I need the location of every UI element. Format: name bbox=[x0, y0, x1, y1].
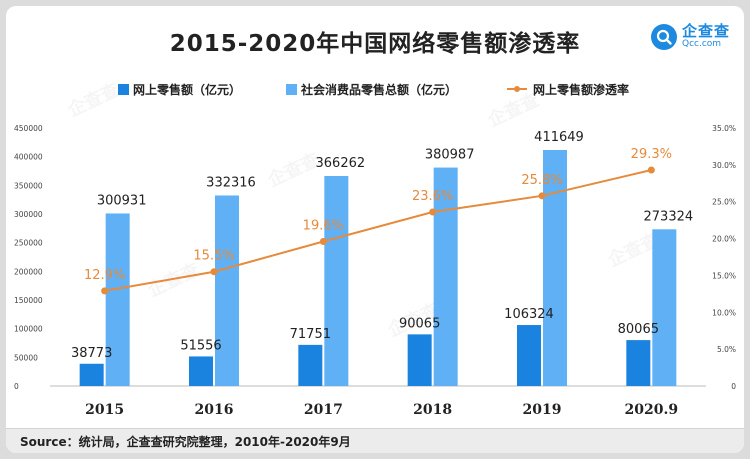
data-label-total-retail: 366262 bbox=[316, 156, 366, 171]
chart-title: 2015-2020年中国网络零售额渗透率 bbox=[169, 31, 581, 57]
x-tick-label: 2020.9 bbox=[625, 402, 679, 418]
bar-online-sales bbox=[79, 363, 104, 386]
y-right-tick-label: 30.0% bbox=[712, 161, 736, 170]
data-label-total-retail: 332316 bbox=[206, 175, 256, 190]
x-tick-label: 2015 bbox=[85, 402, 124, 418]
bar-total-retail bbox=[433, 167, 458, 386]
data-label-rate: 29.3% bbox=[631, 147, 672, 162]
data-label-rate: 23.6% bbox=[412, 189, 453, 204]
bar-online-sales bbox=[626, 340, 651, 386]
source-note: Source：统计局，企查查研究院整理，2010年-2020年9月 bbox=[20, 435, 351, 449]
rate-point bbox=[210, 268, 218, 276]
rate-point bbox=[647, 166, 655, 174]
y-left-tick-label: 50000 bbox=[14, 353, 38, 362]
data-label-rate: 12.9% bbox=[84, 268, 125, 283]
data-label-total-retail: 273324 bbox=[644, 209, 694, 224]
legend-swatch-2 bbox=[286, 84, 297, 95]
data-label-online-sales: 80065 bbox=[618, 322, 659, 337]
y-left-tick-label: 450000 bbox=[14, 124, 43, 133]
data-label-rate: 15.5% bbox=[193, 249, 234, 264]
rate-point bbox=[319, 238, 327, 246]
bar-total-retail bbox=[105, 213, 130, 386]
data-label-online-sales: 106324 bbox=[504, 307, 554, 322]
legend-label-3: 网上零售额渗透率 bbox=[533, 82, 629, 97]
data-label-total-retail: 300931 bbox=[97, 193, 147, 208]
legend-label-2: 社会消费品零售总额（亿元） bbox=[300, 82, 457, 97]
y-right-tick-label: 10.0% bbox=[712, 308, 736, 317]
y-right-tick-label: 20.0% bbox=[712, 235, 736, 244]
logo-domain: Qcc.com bbox=[681, 39, 722, 50]
bar-online-sales bbox=[298, 344, 323, 386]
y-left-tick-label: 200000 bbox=[14, 267, 43, 276]
bar-online-sales bbox=[517, 325, 541, 386]
bar-total-retail bbox=[652, 229, 677, 386]
bar-online-sales bbox=[407, 334, 432, 386]
legend-marker-3 bbox=[514, 86, 520, 92]
y-left-tick-label: 300000 bbox=[14, 210, 43, 219]
y-right-tick-label: 25.0% bbox=[712, 198, 736, 207]
data-label-total-retail: 380987 bbox=[425, 148, 475, 163]
bar-online-sales bbox=[189, 356, 213, 386]
legend-swatch-1 bbox=[118, 84, 129, 95]
rate-point bbox=[101, 287, 109, 295]
chart-card: 企查查 企查查 企查查 企查查 企查查 企查查 2015-2020年中国网络零售… bbox=[6, 6, 744, 453]
y-left-tick-label: 100000 bbox=[14, 325, 43, 334]
x-tick-label: 2019 bbox=[523, 402, 562, 418]
bar-total-retail bbox=[324, 176, 349, 386]
y-left-tick-label: 400000 bbox=[14, 153, 43, 162]
logo-name: 企查查 bbox=[681, 22, 730, 41]
y-right-tick-label: 15.0% bbox=[712, 271, 736, 280]
x-tick-label: 2016 bbox=[195, 402, 234, 418]
x-tick-label: 2017 bbox=[304, 402, 343, 418]
y-right-tick-label: 35.0% bbox=[712, 124, 736, 133]
y-left-tick-label: 250000 bbox=[14, 239, 43, 248]
source-bar: Source：统计局，企查查研究院整理，2010年-2020年9月 bbox=[6, 428, 744, 453]
rate-point bbox=[429, 208, 437, 216]
x-tick-label: 2018 bbox=[413, 402, 452, 418]
bar-total-retail bbox=[215, 195, 239, 386]
y-right-tick-label: 5.0% bbox=[717, 345, 736, 354]
chart-plot: 网上零售额（亿元） 社会消费品零售总额（亿元） 网上零售额渗透率 0 50000 1000… bbox=[14, 82, 736, 418]
y-left-tick-label: 150000 bbox=[14, 296, 43, 305]
data-label-online-sales: 90065 bbox=[399, 316, 440, 331]
y-right-tick-label: 0 bbox=[731, 382, 736, 391]
magnifier-icon bbox=[650, 24, 677, 50]
data-label-rate: 25.8% bbox=[521, 173, 562, 188]
brand-logo: 企查查 Qcc.com bbox=[650, 22, 730, 50]
legend-label-1: 网上零售额（亿元） bbox=[133, 82, 241, 97]
data-label-online-sales: 38773 bbox=[71, 346, 112, 361]
data-label-online-sales: 51556 bbox=[180, 338, 221, 353]
data-label-rate: 19.6% bbox=[303, 219, 344, 234]
y-left-tick-label: 0 bbox=[14, 382, 19, 391]
bar-total-retail bbox=[543, 149, 567, 386]
rate-point bbox=[538, 192, 546, 200]
y-left-tick-label: 350000 bbox=[14, 181, 43, 190]
data-label-online-sales: 71751 bbox=[290, 327, 331, 342]
penetration-rate-line bbox=[104, 169, 652, 292]
data-label-total-retail: 411649 bbox=[534, 130, 584, 145]
